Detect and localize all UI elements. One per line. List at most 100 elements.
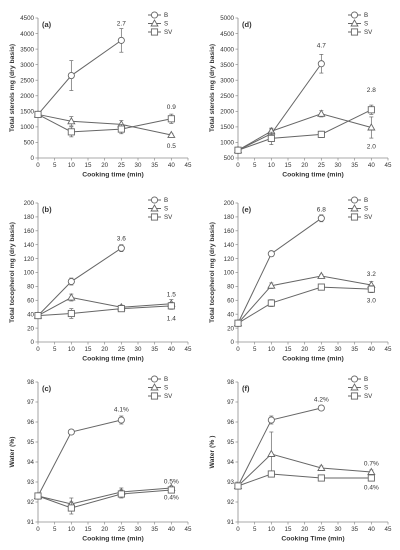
legend-label: B (364, 12, 368, 19)
series-line (37, 247, 122, 316)
y-tick-label: 91 (227, 519, 234, 526)
series-line (237, 286, 372, 324)
y-tick-label: 140 (224, 242, 235, 249)
legend-marker (150, 375, 159, 383)
y-tick-label: 2500 (220, 93, 234, 100)
data-point (67, 277, 75, 286)
x-tick-label: 30 (335, 526, 342, 533)
series-sv (34, 486, 175, 515)
x-tick-label: 30 (135, 346, 142, 353)
data-label: 2.0 (367, 143, 376, 150)
y-tick-label: 20 (27, 325, 34, 332)
series-sv (34, 110, 175, 138)
legend-marker (150, 383, 159, 391)
x-tick-label: 25 (118, 526, 125, 533)
y-tick-label: 98 (227, 379, 234, 386)
series-sv (34, 302, 175, 320)
y-tick-label: 3500 (220, 62, 234, 69)
x-tick-label: 0 (236, 346, 240, 353)
y-tick-label: 5000 (220, 15, 234, 22)
legend-label: SV (164, 214, 173, 221)
y-tick-label: 160 (224, 228, 235, 235)
x-tick-label: 10 (68, 162, 75, 169)
series-b (34, 28, 125, 118)
y-tick-label: 0 (31, 339, 35, 346)
y-tick-label: 4500 (20, 15, 34, 22)
data-point (267, 250, 275, 258)
x-tick-label: 10 (268, 162, 275, 169)
legend-label: S (164, 385, 168, 392)
data-point (317, 109, 326, 117)
x-axis-title: Cooking time (min) (82, 536, 144, 543)
panel-label: (b) (42, 205, 52, 214)
series-line (37, 296, 172, 317)
legend-marker (150, 19, 159, 27)
data-point (317, 214, 325, 222)
y-tick-label: 2500 (20, 77, 34, 84)
data-point (167, 115, 175, 123)
legend-label: S (364, 385, 368, 392)
legend-marker (150, 392, 159, 400)
y-tick-label: 60 (27, 298, 34, 305)
data-point (317, 130, 325, 138)
x-tick-label: 20 (301, 346, 308, 353)
y-tick-label: 1000 (20, 124, 34, 131)
series-s (233, 109, 376, 154)
y-tick-label: 98 (27, 379, 34, 386)
legend-label: B (164, 376, 168, 383)
data-point (67, 72, 75, 80)
data-point (367, 123, 376, 131)
x-tick-label: 5 (53, 162, 57, 169)
panel-label: (a) (42, 20, 52, 29)
x-tick-label: 10 (268, 526, 275, 533)
data-point (167, 486, 175, 494)
data-point (367, 285, 375, 293)
series-b (234, 54, 325, 154)
data-point (34, 110, 42, 118)
x-tick-label: 0 (36, 526, 40, 533)
y-tick-label: 97 (227, 399, 234, 406)
data-label: 2.8 (367, 87, 376, 94)
y-tick-label: 1000 (220, 140, 234, 147)
y-tick-label: 1500 (20, 109, 34, 116)
data-point (34, 492, 42, 500)
legend-label: SV (164, 393, 173, 400)
series-sv (234, 104, 375, 154)
x-tick-label: 20 (301, 526, 308, 533)
data-label: 0.4% (164, 494, 179, 501)
data-label: 0.5 (167, 143, 176, 150)
x-tick-label: 15 (85, 162, 92, 169)
panel-label: (f) (242, 384, 250, 393)
data-point (317, 404, 325, 412)
y-tick-label: 120 (224, 256, 235, 263)
y-axis-title: Total sterols mg (dry basis) (9, 44, 16, 132)
data-point (117, 244, 125, 252)
y-tick-label: 2000 (220, 109, 234, 116)
y-tick-label: 97 (27, 399, 34, 406)
x-axis-title: Cooking Time (min) (281, 536, 344, 543)
x-tick-label: 15 (285, 526, 292, 533)
data-point (67, 128, 75, 136)
data-label: 4.1% (114, 406, 129, 413)
x-tick-label: 40 (368, 346, 375, 353)
y-tick-label: 96 (227, 419, 234, 426)
data-point (267, 470, 275, 478)
x-tick-label: 45 (185, 162, 192, 169)
x-tick-label: 20 (101, 346, 108, 353)
series-line (37, 39, 122, 115)
legend-label: S (364, 206, 368, 213)
data-point (67, 504, 75, 512)
x-tick-label: 40 (368, 162, 375, 169)
data-point (317, 60, 325, 68)
legend-label: SV (364, 393, 373, 400)
x-tick-label: 45 (185, 346, 192, 353)
data-point (117, 36, 125, 44)
series-s (33, 483, 176, 511)
data-label: 6.8 (317, 207, 326, 214)
data-label: 1.4 (167, 316, 176, 323)
y-tick-label: 92 (227, 499, 234, 506)
data-point (367, 474, 375, 482)
data-point (67, 309, 75, 318)
